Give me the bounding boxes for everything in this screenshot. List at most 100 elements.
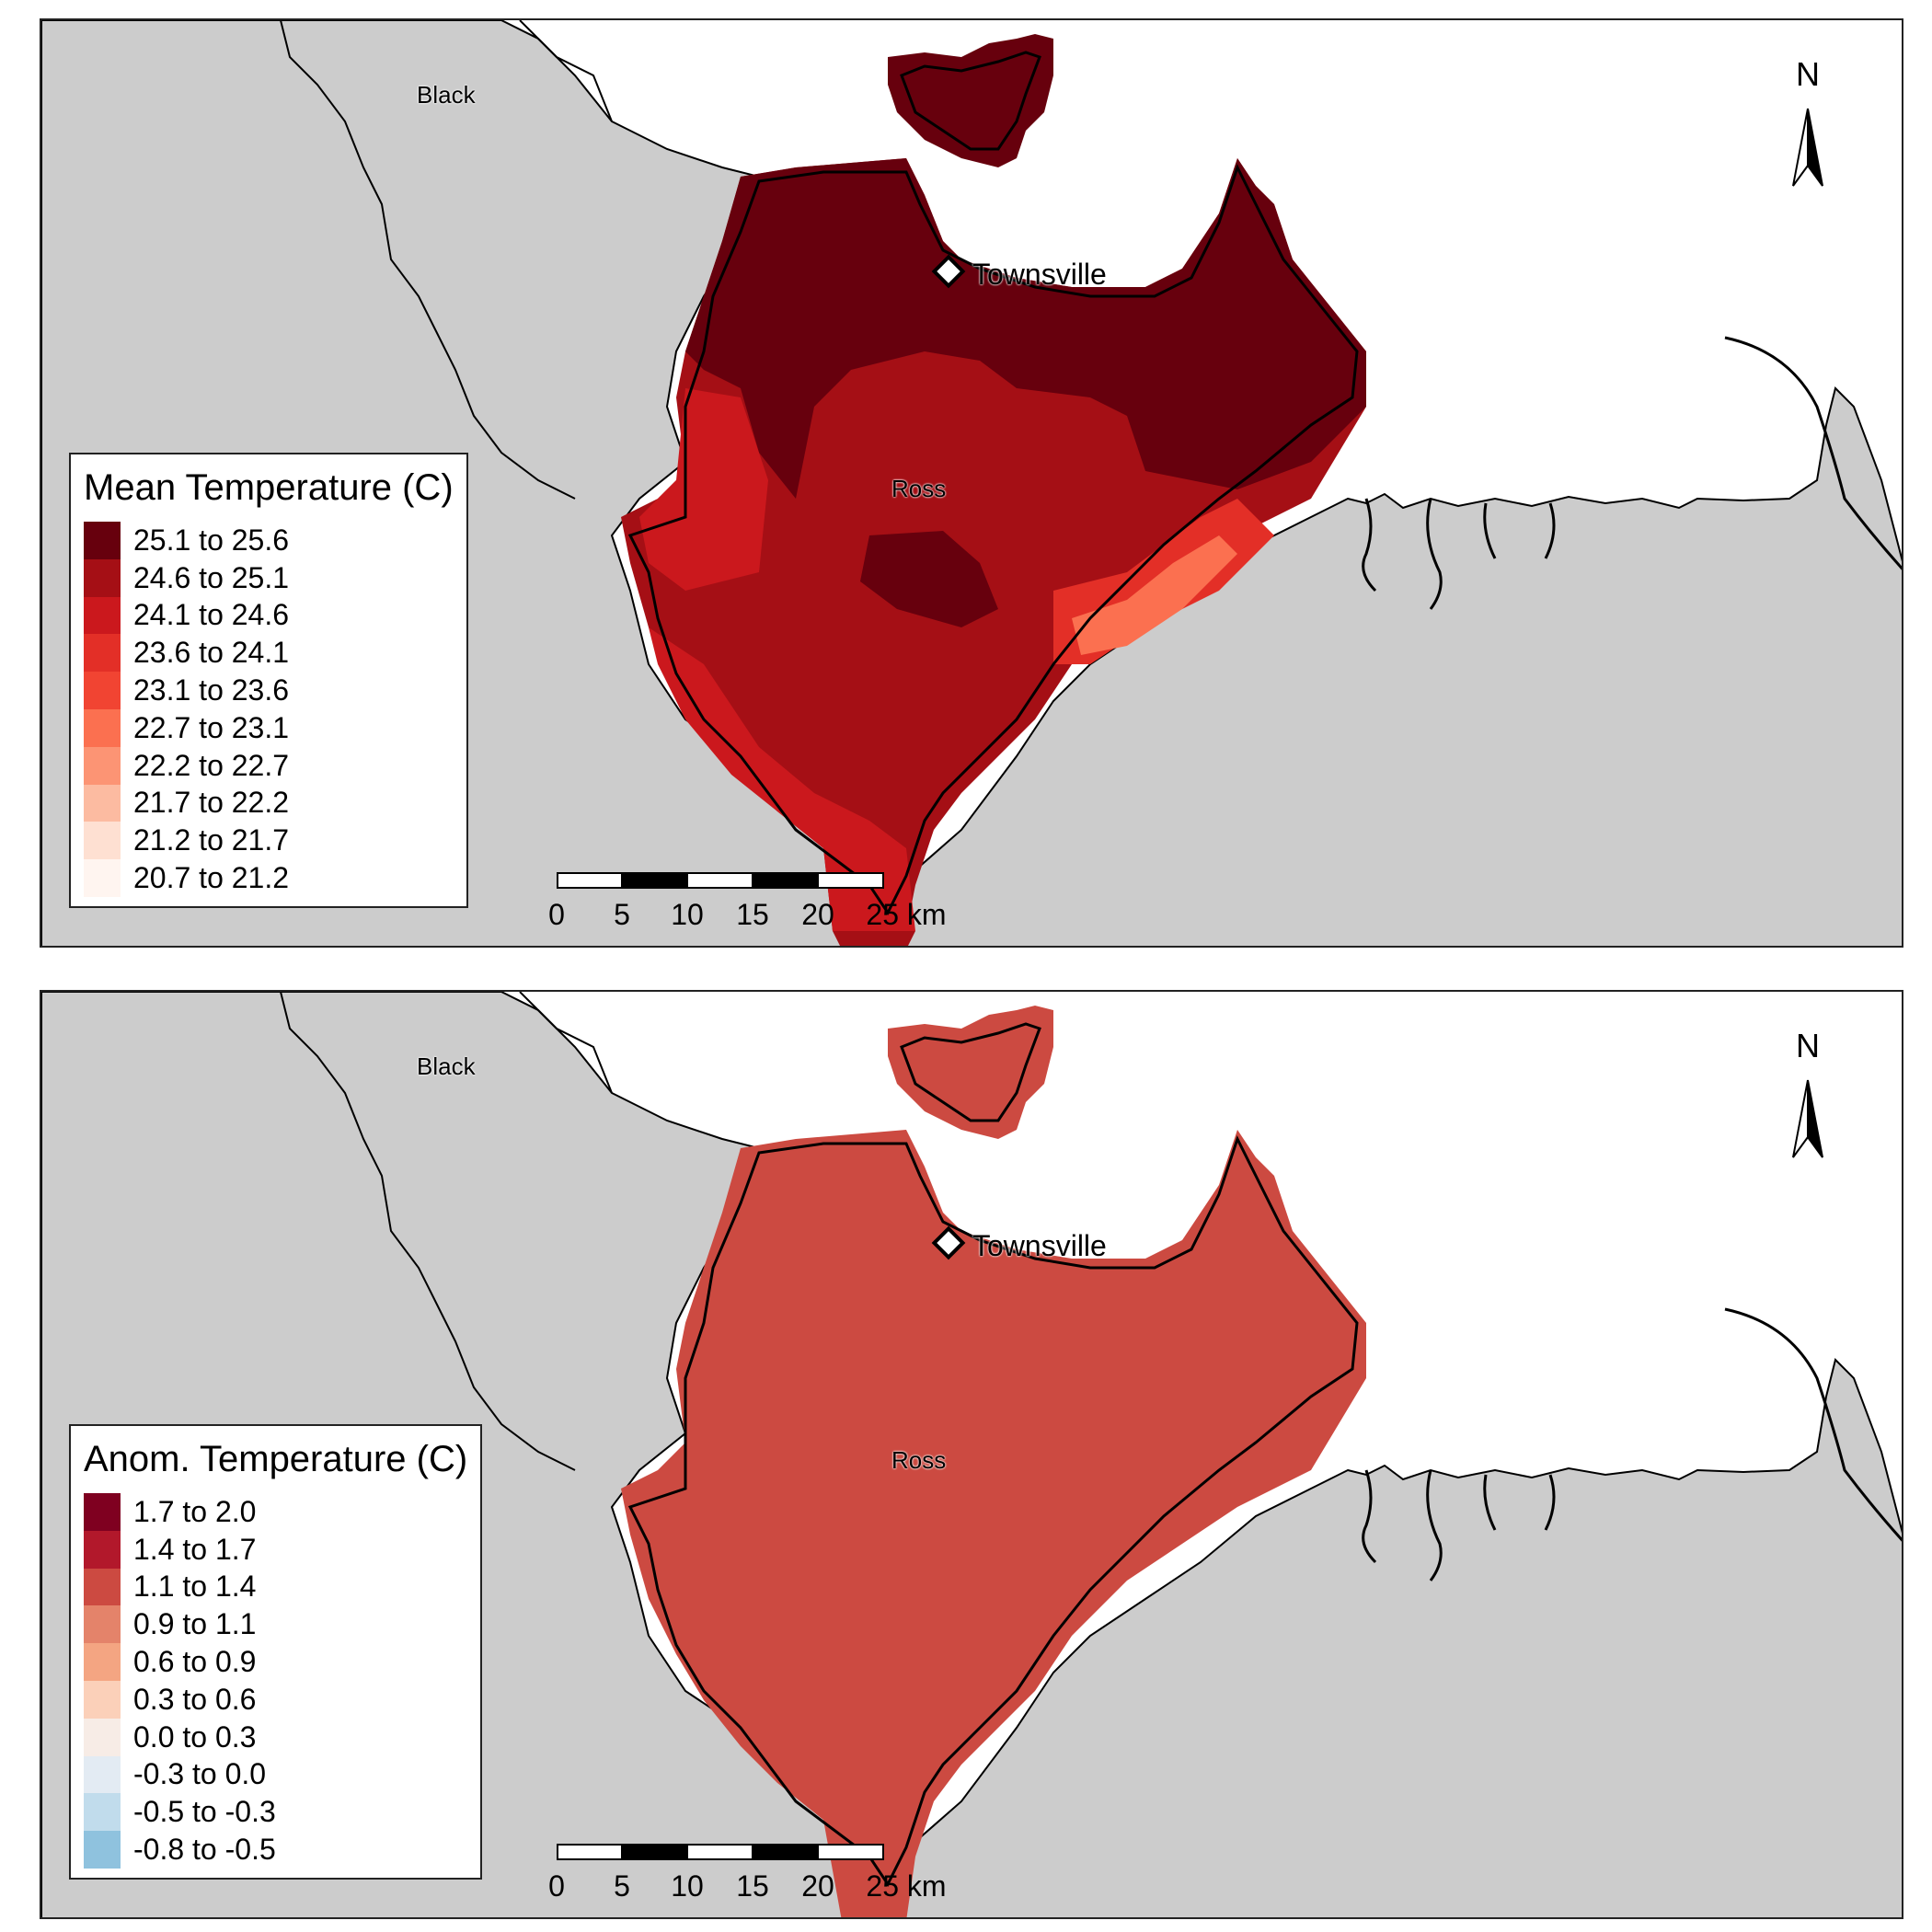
raster-hot-north [685, 158, 1366, 499]
scale-tick: 0 [548, 898, 565, 931]
island-boundary [900, 1022, 1041, 1122]
land-east [869, 1358, 1902, 1917]
north-arrow: N [1780, 55, 1835, 193]
river-north [519, 992, 613, 1094]
townsville-label: Townsville [972, 258, 1107, 291]
black-river-label: Black [417, 81, 476, 109]
legend-label: 25.1 to 25.6 [133, 523, 290, 557]
legend-label: 23.6 to 24.1 [133, 636, 290, 670]
legend-swatch [84, 746, 121, 785]
river-north [519, 20, 613, 122]
land-east-coastline [1724, 336, 1902, 570]
legend-label: 20.7 to 21.2 [133, 861, 290, 895]
legend-label: 0.3 to 0.6 [133, 1682, 257, 1716]
legend-items: 1.7 to 2.0 1.4 to 1.7 1.1 to 1.4 0.9 to … [84, 1493, 467, 1869]
legend-item: 24.1 to 24.6 [84, 596, 454, 635]
legend-title: Mean Temperature (C) [84, 467, 454, 508]
legend-item: 22.2 to 22.7 [84, 746, 454, 785]
scale-tick: 15 [736, 898, 769, 931]
legend-swatch [84, 859, 121, 897]
scale-segment [557, 872, 623, 889]
estuary-lines [1362, 1469, 1556, 1581]
legend-item: 0.9 to 1.1 [84, 1605, 467, 1644]
anomaly-temperature-map-panel: Black Townsville Ross N Anom. Temperatur… [40, 990, 1903, 1919]
legend-item: -0.8 to -0.5 [84, 1831, 467, 1869]
raster-south-tip [833, 931, 915, 946]
legend-label: 22.2 to 22.7 [133, 748, 290, 782]
legend-label: 21.2 to 21.7 [133, 823, 290, 857]
legend-item: 21.2 to 21.7 [84, 822, 454, 860]
legend-swatch [84, 672, 121, 709]
catchment-boundary [627, 164, 1359, 915]
raster-hot-center [860, 531, 998, 627]
mean-temperature-legend: Mean Temperature (C) 25.1 to 25.6 24.6 t… [69, 453, 468, 908]
legend-item: 0.6 to 0.9 [84, 1643, 467, 1681]
raster-warm-west [639, 388, 768, 591]
mean-temperature-map-panel: Black Townsville Ross N Mean Temperature… [40, 18, 1903, 948]
scale-bar: 0 5 10 15 20 25 km [548, 872, 947, 937]
north-letter: N [1796, 1027, 1820, 1064]
legend-label: 0.0 to 0.3 [133, 1719, 257, 1754]
scale-segment [621, 872, 688, 889]
legend-swatch [84, 596, 121, 635]
scale-tick: 5 [614, 898, 630, 931]
legend-item: -0.3 to 0.0 [84, 1755, 467, 1794]
mean-temperature-raster [621, 34, 1366, 946]
legend-swatch [84, 1755, 121, 1794]
scale-tick: 20 [801, 1869, 834, 1903]
legend-items: 25.1 to 25.6 24.6 to 25.1 24.1 to 24.6 2… [84, 522, 454, 897]
legend-swatch [84, 634, 121, 673]
legend-item: 0.0 to 0.3 [84, 1718, 467, 1756]
island-boundary [900, 51, 1041, 151]
raster-warm-southwest [649, 627, 915, 931]
ross-river-label: Ross [891, 475, 947, 502]
legend-swatch [84, 1605, 121, 1644]
legend-label: 24.6 to 25.1 [133, 560, 290, 594]
legend-item: 23.6 to 24.1 [84, 634, 454, 673]
legend-swatch [84, 522, 121, 559]
scale-segment [621, 1844, 688, 1860]
raster-anomaly-fill [621, 1130, 1366, 1917]
scale-segment [686, 872, 753, 889]
legend-label: 21.7 to 22.2 [133, 786, 290, 820]
legend-item: -0.5 to -0.3 [84, 1793, 467, 1832]
legend-swatch [84, 1643, 121, 1681]
legend-swatch [84, 1793, 121, 1832]
north-arrow: N [1780, 1027, 1835, 1165]
river-west [280, 20, 576, 500]
north-arrow-icon [1792, 1079, 1823, 1158]
legend-item: 0.3 to 0.6 [84, 1680, 467, 1719]
legend-item: 1.1 to 1.4 [84, 1568, 467, 1606]
black-river-label: Black [417, 1052, 476, 1080]
scale-tick: 10 [671, 1869, 704, 1903]
scale-tick: 25 km [866, 898, 947, 931]
catchment-boundary [627, 1135, 1359, 1887]
land-east-coastline [1724, 1307, 1902, 1542]
legend-swatch [84, 822, 121, 860]
anomaly-temperature-legend: Anom. Temperature (C) 1.7 to 2.0 1.4 to … [69, 1424, 483, 1880]
scale-segment [817, 872, 884, 889]
legend-swatch [84, 1680, 121, 1719]
legend-item: 22.7 to 23.1 [84, 708, 454, 747]
scale-segment [557, 1844, 623, 1860]
legend-label: 1.7 to 2.0 [133, 1494, 257, 1528]
legend-label: -0.8 to -0.5 [133, 1833, 276, 1867]
legend-swatch [84, 558, 121, 597]
river-west [280, 992, 576, 1471]
legend-swatch [84, 708, 121, 747]
legend-label: 0.6 to 0.9 [133, 1645, 257, 1679]
legend-label: -0.3 to 0.0 [133, 1757, 267, 1791]
legend-label: 0.9 to 1.1 [133, 1607, 257, 1641]
scale-tick: 10 [671, 898, 704, 931]
scale-segment [686, 1844, 753, 1860]
legend-swatch [84, 1831, 121, 1869]
scale-tick: 20 [801, 898, 834, 931]
scale-tick: 25 km [866, 1869, 947, 1903]
legend-label: 1.1 to 1.4 [133, 1570, 257, 1604]
scale-segment [817, 1844, 884, 1860]
north-arrow-icon [1792, 108, 1823, 187]
land-east [869, 386, 1902, 946]
legend-item: 23.1 to 23.6 [84, 672, 454, 709]
legend-swatch [84, 784, 121, 822]
legend-item: 1.4 to 1.7 [84, 1530, 467, 1569]
